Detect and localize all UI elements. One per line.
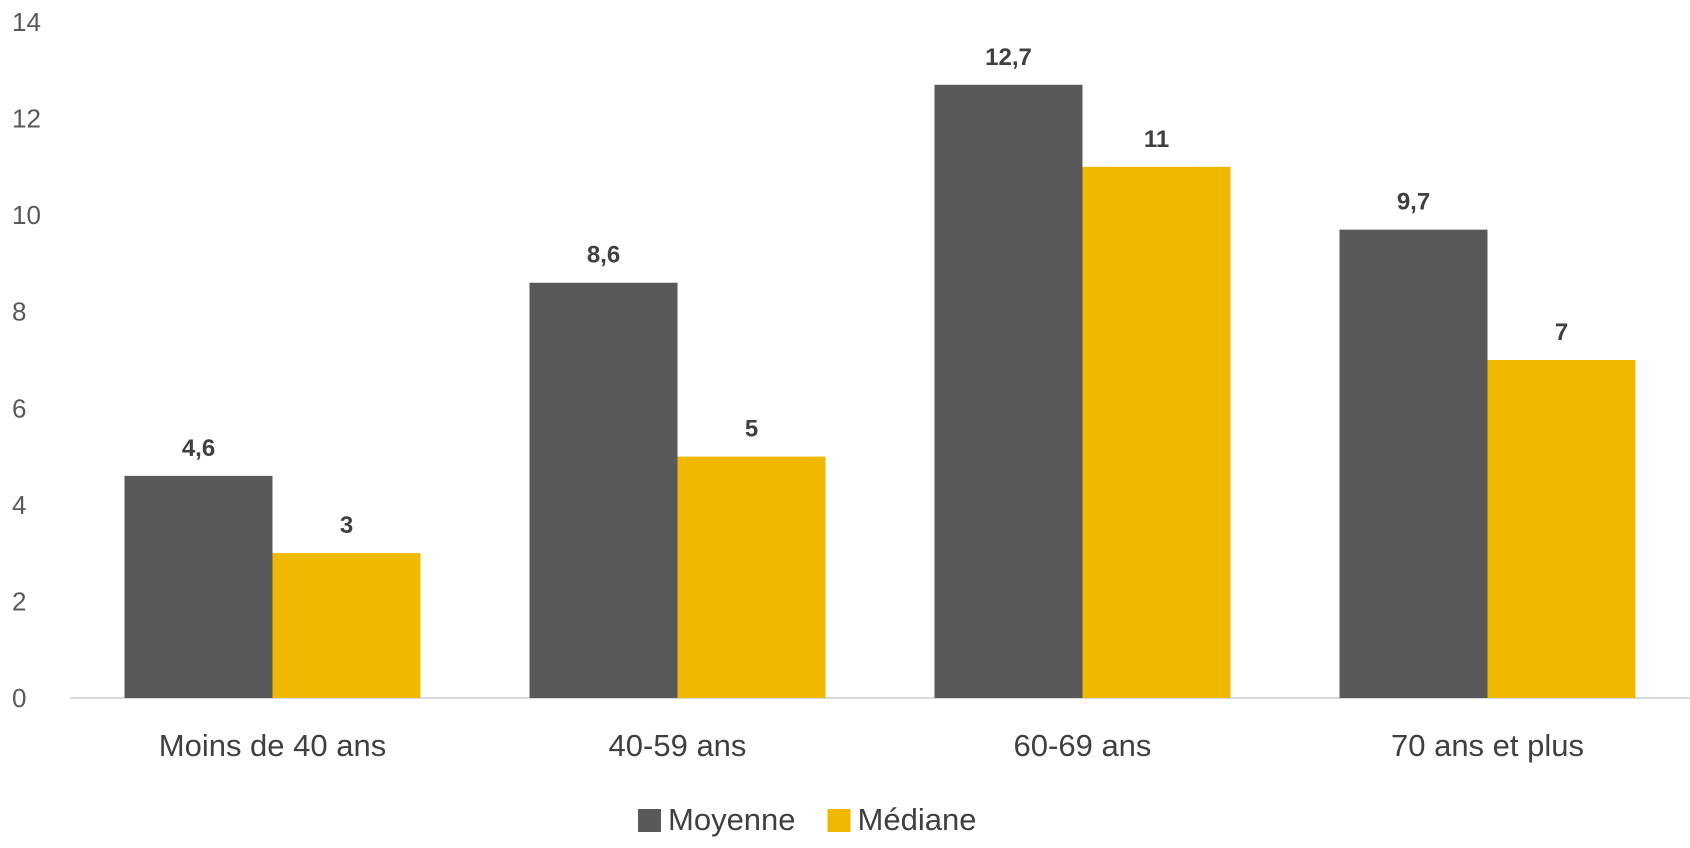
y-tick-label-4: 8 — [12, 297, 26, 327]
bar-médiane-2 — [1082, 166, 1231, 698]
legend-swatch-1 — [827, 809, 851, 832]
data-label-1-3: 7 — [1555, 319, 1568, 346]
legend-label-1: Médiane — [858, 802, 977, 837]
y-tick-label-0: 0 — [12, 683, 26, 713]
y-tick-label-1: 2 — [12, 586, 26, 616]
bar-médiane-1 — [677, 456, 826, 698]
data-labels: 4,6 3 8,6 5 12,7 11 9,7 7 — [182, 44, 1568, 539]
category-label-1: 40-59 ans — [609, 728, 747, 763]
data-label-0-3: 9,7 — [1397, 189, 1430, 216]
y-tick-label-7: 14 — [12, 7, 41, 37]
legend-label-0: Moyenne — [668, 802, 796, 837]
data-label-0-0: 4,6 — [182, 435, 215, 462]
bar-moyenne-0 — [124, 475, 273, 698]
bar-médiane-3 — [1487, 360, 1636, 698]
bar-moyenne-2 — [934, 84, 1083, 699]
data-label-0-2: 12,7 — [985, 44, 1032, 71]
bar-moyenne-1 — [529, 282, 678, 698]
bars — [124, 84, 1636, 699]
category-label-0: Moins de 40 ans — [159, 728, 386, 763]
category-label-3: 70 ans et plus — [1391, 728, 1584, 763]
y-axis-tick-labels: 0 2 4 6 8 10 12 14 — [12, 7, 41, 713]
bar-médiane-0 — [272, 553, 421, 698]
y-tick-label-2: 4 — [12, 490, 26, 520]
category-label-2: 60-69 ans — [1014, 728, 1152, 763]
legend: Moyenne Médiane — [638, 802, 976, 837]
y-tick-label-5: 10 — [12, 200, 41, 230]
data-label-1-1: 5 — [745, 416, 758, 443]
y-tick-label-3: 6 — [12, 393, 26, 423]
y-tick-label-6: 12 — [12, 104, 41, 134]
legend-swatch-0 — [638, 809, 661, 832]
data-label-0-1: 8,6 — [587, 242, 620, 269]
data-label-1-2: 11 — [1144, 126, 1169, 153]
category-labels: Moins de 40 ans 40-59 ans 60-69 ans 70 ans … — [159, 728, 1584, 763]
data-label-1-0: 3 — [340, 512, 353, 539]
bar-moyenne-3 — [1339, 229, 1488, 698]
